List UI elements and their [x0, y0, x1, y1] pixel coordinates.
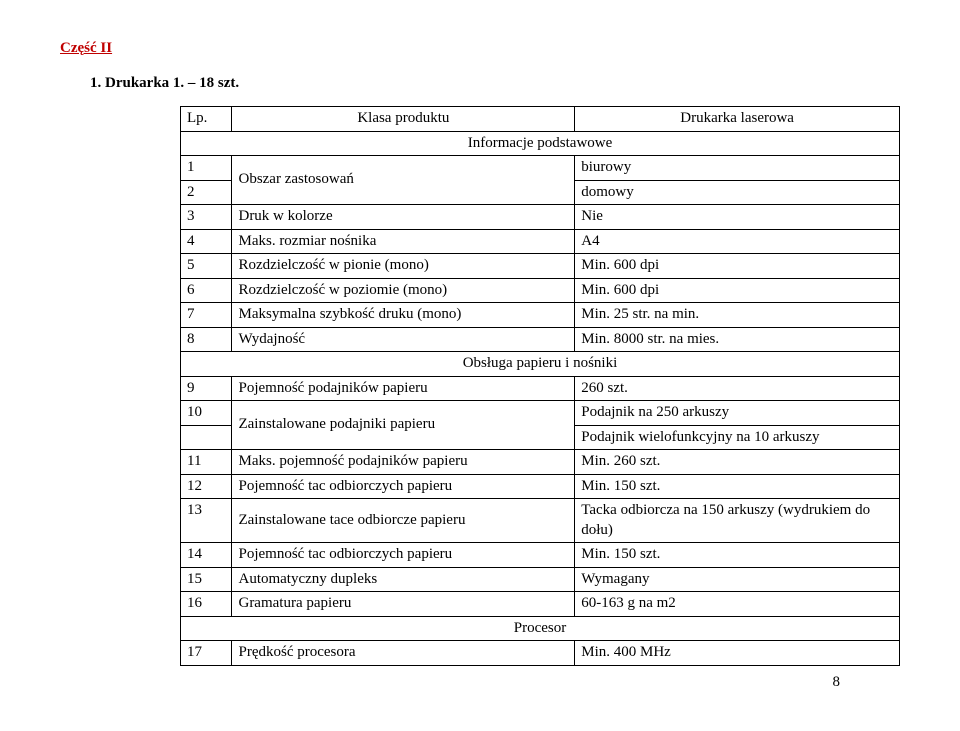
row-value: Wymagany: [575, 567, 900, 592]
header-class: Klasa produktu: [232, 107, 575, 132]
row-num: 4: [181, 229, 232, 254]
table-row: 7 Maksymalna szybkość druku (mono) Min. …: [181, 303, 900, 328]
group-row: Obsługa papieru i nośniki: [181, 352, 900, 377]
row-num: 1: [181, 156, 232, 181]
row-label: Druk w kolorze: [232, 205, 575, 230]
group-row: Procesor: [181, 616, 900, 641]
row-value: biurowy: [575, 156, 900, 181]
table-row: 6 Rozdzielczość w poziomie (mono) Min. 6…: [181, 278, 900, 303]
row-num: 16: [181, 592, 232, 617]
row-num: 17: [181, 641, 232, 666]
group-label: Informacje podstawowe: [181, 131, 900, 156]
row-value: Podajnik wielofunkcyjny na 10 arkuszy: [575, 425, 900, 450]
row-value: Min. 150 szt.: [575, 474, 900, 499]
table-header-row: Lp. Klasa produktu Drukarka laserowa: [181, 107, 900, 132]
row-label: Wydajność: [232, 327, 575, 352]
row-value: Min. 600 dpi: [575, 278, 900, 303]
row-label: Prędkość procesora: [232, 641, 575, 666]
header-lp: Lp.: [181, 107, 232, 132]
header-value: Drukarka laserowa: [575, 107, 900, 132]
row-label: Gramatura papieru: [232, 592, 575, 617]
row-value: Min. 600 dpi: [575, 254, 900, 279]
row-value: Tacka odbiorcza na 150 arkuszy (wydrukie…: [575, 499, 900, 543]
table-row: 9 Pojemność podajników papieru 260 szt.: [181, 376, 900, 401]
table-row: 10 Zainstalowane podajniki papieru Podaj…: [181, 401, 900, 426]
row-label: Zainstalowane tace odbiorcze papieru: [232, 499, 575, 543]
row-label: Maks. rozmiar nośnika: [232, 229, 575, 254]
row-value: Min. 150 szt.: [575, 543, 900, 568]
group-label: Obsługa papieru i nośniki: [181, 352, 900, 377]
row-label: Pojemność podajników papieru: [232, 376, 575, 401]
row-value: Podajnik na 250 arkuszy: [575, 401, 900, 426]
table-row: 4 Maks. rozmiar nośnika A4: [181, 229, 900, 254]
row-num: 12: [181, 474, 232, 499]
row-num: 6: [181, 278, 232, 303]
row-num: 3: [181, 205, 232, 230]
row-label: Pojemność tac odbiorczych papieru: [232, 474, 575, 499]
group-row: Informacje podstawowe: [181, 131, 900, 156]
section-title: Część II: [60, 40, 900, 57]
row-num: 15: [181, 567, 232, 592]
row-label: Rozdzielczość w pionie (mono): [232, 254, 575, 279]
table-row: 5 Rozdzielczość w pionie (mono) Min. 600…: [181, 254, 900, 279]
row-value: Min. 400 MHz: [575, 641, 900, 666]
table-row: 16 Gramatura papieru 60-163 g na m2: [181, 592, 900, 617]
row-num: 9: [181, 376, 232, 401]
row-num: 8: [181, 327, 232, 352]
row-label: Automatyczny dupleks: [232, 567, 575, 592]
row-value: Min. 8000 str. na mies.: [575, 327, 900, 352]
group-label: Procesor: [181, 616, 900, 641]
row-value: A4: [575, 229, 900, 254]
row-num: 11: [181, 450, 232, 475]
row-num: 13: [181, 499, 232, 543]
row-value: 60-163 g na m2: [575, 592, 900, 617]
row-label: Pojemność tac odbiorczych papieru: [232, 543, 575, 568]
table-row: 11 Maks. pojemność podajników papieru Mi…: [181, 450, 900, 475]
table-row: 3 Druk w kolorze Nie: [181, 205, 900, 230]
spec-table: Lp. Klasa produktu Drukarka laserowa Inf…: [180, 106, 900, 666]
table-row: 14 Pojemność tac odbiorczych papieru Min…: [181, 543, 900, 568]
page-number: 8: [60, 674, 900, 691]
row-value: 260 szt.: [575, 376, 900, 401]
row-num: 7: [181, 303, 232, 328]
table-row: 17 Prędkość procesora Min. 400 MHz: [181, 641, 900, 666]
row-num: 2: [181, 180, 232, 205]
row-value: Nie: [575, 205, 900, 230]
row-num: 5: [181, 254, 232, 279]
row-value: domowy: [575, 180, 900, 205]
row-num: 14: [181, 543, 232, 568]
row-label: Maksymalna szybkość druku (mono): [232, 303, 575, 328]
row-num: 10: [181, 401, 232, 426]
row-value: Min. 25 str. na min.: [575, 303, 900, 328]
table-row: 8 Wydajność Min. 8000 str. na mies.: [181, 327, 900, 352]
table-row: 15 Automatyczny dupleks Wymagany: [181, 567, 900, 592]
row-num: [181, 425, 232, 450]
row-label: Rozdzielczość w poziomie (mono): [232, 278, 575, 303]
table-row: 13 Zainstalowane tace odbiorcze papieru …: [181, 499, 900, 543]
row-label: Obszar zastosowań: [232, 156, 575, 205]
row-label: Maks. pojemność podajników papieru: [232, 450, 575, 475]
table-row: 12 Pojemność tac odbiorczych papieru Min…: [181, 474, 900, 499]
subtitle: 1. Drukarka 1. – 18 szt.: [90, 75, 900, 92]
table-row: 1 Obszar zastosowań biurowy: [181, 156, 900, 181]
row-label: Zainstalowane podajniki papieru: [232, 401, 575, 450]
row-value: Min. 260 szt.: [575, 450, 900, 475]
